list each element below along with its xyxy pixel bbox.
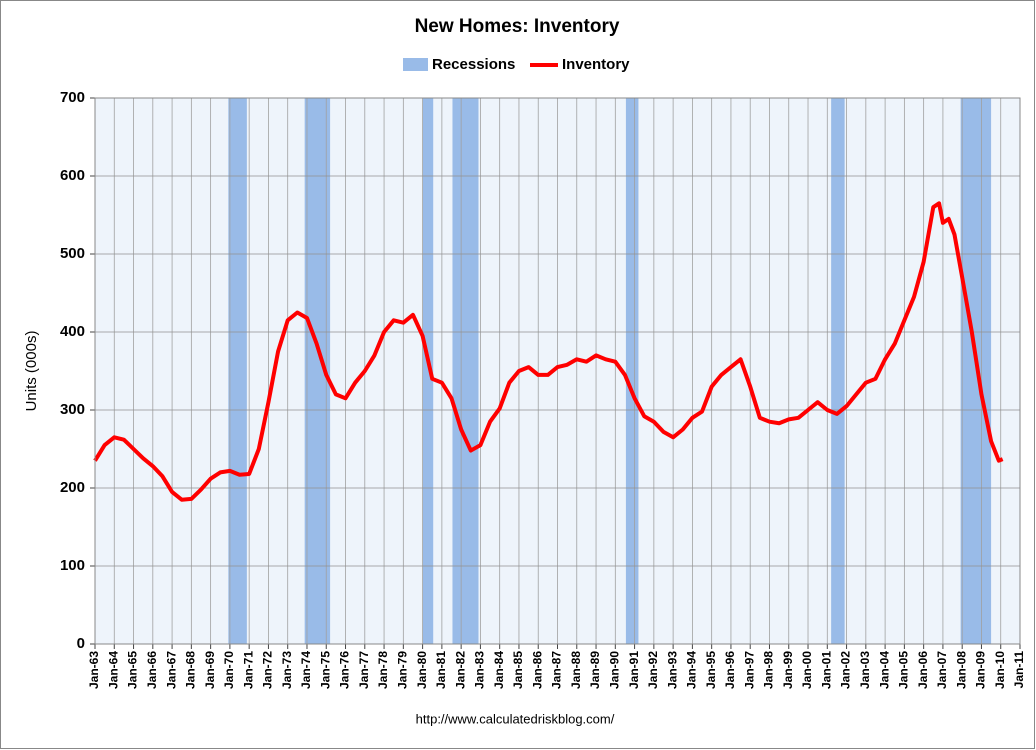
x-tick-label: Jan-96 (723, 651, 737, 689)
x-tick-label: Jan-74 (299, 651, 313, 689)
x-tick-label: Jan-01 (819, 651, 833, 689)
y-tick-label: 600 (60, 167, 85, 184)
x-tick-label: Jan-70 (222, 651, 236, 689)
x-tick-label: Jan-63 (87, 651, 101, 689)
y-tick-label: 300 (60, 401, 85, 418)
x-tick-label: Jan-65 (126, 651, 140, 689)
y-axis-label: Units (000s) (23, 331, 40, 412)
x-tick-label: Jan-79 (396, 651, 410, 689)
x-tick-label: Jan-86 (530, 651, 544, 689)
x-tick-label: Jan-98 (762, 651, 776, 689)
recession-band (422, 98, 434, 644)
x-tick-label: Jan-08 (954, 651, 968, 689)
x-tick-label: Jan-00 (800, 651, 814, 689)
x-tick-label: Jan-02 (839, 651, 853, 689)
x-tick-label: Jan-94 (685, 651, 699, 689)
legend-swatch (403, 58, 428, 71)
inventory-line (93, 201, 1004, 502)
x-tick-label: Jan-83 (473, 651, 487, 689)
x-tick-label: Jan-99 (781, 651, 795, 689)
x-tick-label: Jan-69 (203, 651, 217, 689)
x-tick-label: Jan-11 (1012, 651, 1026, 689)
x-tick-label: Jan-03 (858, 651, 872, 689)
y-tick-label: 700 (60, 89, 85, 106)
legend-label: Inventory (562, 56, 630, 73)
x-tick-label: Jan-06 (916, 651, 930, 689)
x-tick-label: Jan-76 (338, 651, 352, 689)
x-tick-label: Jan-88 (569, 651, 583, 689)
plot-border (94, 97, 1021, 645)
x-tick-label: Jan-90 (607, 651, 621, 689)
recession-band (831, 98, 845, 644)
x-tick-label: Jan-71 (241, 651, 255, 689)
x-tick-label: Jan-68 (184, 651, 198, 689)
source-note: http://www.calculatedriskblog.com/ (416, 711, 615, 726)
x-tick-label: Jan-81 (434, 651, 448, 689)
x-tick-label: Jan-75 (318, 651, 332, 689)
x-tick-label: Jan-09 (974, 651, 988, 689)
x-tick-label: Jan-78 (376, 651, 390, 689)
x-tick-label: Jan-04 (877, 651, 891, 689)
recession-band (228, 98, 247, 644)
legend-label: Recessions (432, 56, 515, 73)
x-tick-label: Jan-87 (550, 651, 564, 689)
x-tick-label: Jan-77 (357, 651, 371, 689)
x-tick-label: Jan-84 (492, 651, 506, 689)
y-tick-label: 400 (60, 323, 85, 340)
x-tick-label: Jan-73 (280, 651, 294, 689)
x-tick-label: Jan-07 (935, 651, 949, 689)
x-tick-label: Jan-66 (145, 651, 159, 689)
y-tick-label: 100 (60, 557, 85, 574)
x-tick-label: Jan-82 (453, 651, 467, 689)
x-tick-label: Jan-80 (415, 651, 429, 689)
x-tick-label: Jan-67 (164, 651, 178, 689)
recession-band (452, 98, 479, 644)
x-tick-label: Jan-72 (261, 651, 275, 689)
recession-band (625, 98, 639, 644)
x-tick-label: Jan-95 (704, 651, 718, 689)
x-tick-label: Jan-92 (646, 651, 660, 689)
x-tick-label: Jan-89 (588, 651, 602, 689)
y-tick-label: 500 (60, 245, 85, 262)
chart-title: New Homes: Inventory (415, 16, 620, 37)
x-tick-label: Jan-93 (665, 651, 679, 689)
x-tick-label: Jan-97 (742, 651, 756, 689)
x-tick-label: Jan-64 (106, 651, 120, 689)
y-tick-label: 200 (60, 479, 85, 496)
x-tick-label: Jan-05 (897, 651, 911, 689)
x-tick-label: Jan-85 (511, 651, 525, 689)
x-tick-label: Jan-91 (627, 651, 641, 689)
x-tick-label: Jan-10 (993, 651, 1007, 689)
y-tick-label: 0 (77, 635, 85, 652)
